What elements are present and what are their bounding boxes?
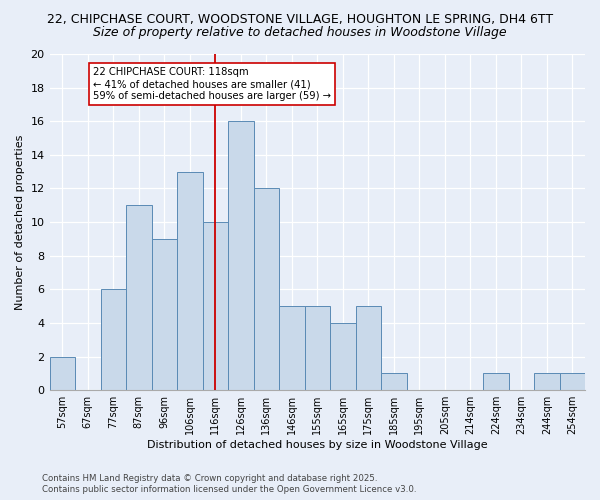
Bar	[152, 239, 177, 390]
Bar	[560, 374, 585, 390]
Bar	[177, 172, 203, 390]
Bar	[279, 306, 305, 390]
Text: 22, CHIPCHASE COURT, WOODSTONE VILLAGE, HOUGHTON LE SPRING, DH4 6TT: 22, CHIPCHASE COURT, WOODSTONE VILLAGE, …	[47, 12, 553, 26]
Bar	[126, 206, 152, 390]
Bar	[330, 323, 356, 390]
Text: 22 CHIPCHASE COURT: 118sqm
← 41% of detached houses are smaller (41)
59% of semi: 22 CHIPCHASE COURT: 118sqm ← 41% of deta…	[93, 68, 331, 100]
X-axis label: Distribution of detached houses by size in Woodstone Village: Distribution of detached houses by size …	[147, 440, 488, 450]
Bar	[305, 306, 330, 390]
Bar	[254, 188, 279, 390]
Bar	[534, 374, 560, 390]
Text: Size of property relative to detached houses in Woodstone Village: Size of property relative to detached ho…	[93, 26, 507, 39]
Text: Contains HM Land Registry data © Crown copyright and database right 2025.
Contai: Contains HM Land Registry data © Crown c…	[42, 474, 416, 494]
Y-axis label: Number of detached properties: Number of detached properties	[15, 134, 25, 310]
Bar	[381, 374, 407, 390]
Bar	[228, 121, 254, 390]
Bar	[50, 356, 75, 390]
Bar	[483, 374, 509, 390]
Bar	[203, 222, 228, 390]
Bar	[356, 306, 381, 390]
Bar	[101, 290, 126, 390]
